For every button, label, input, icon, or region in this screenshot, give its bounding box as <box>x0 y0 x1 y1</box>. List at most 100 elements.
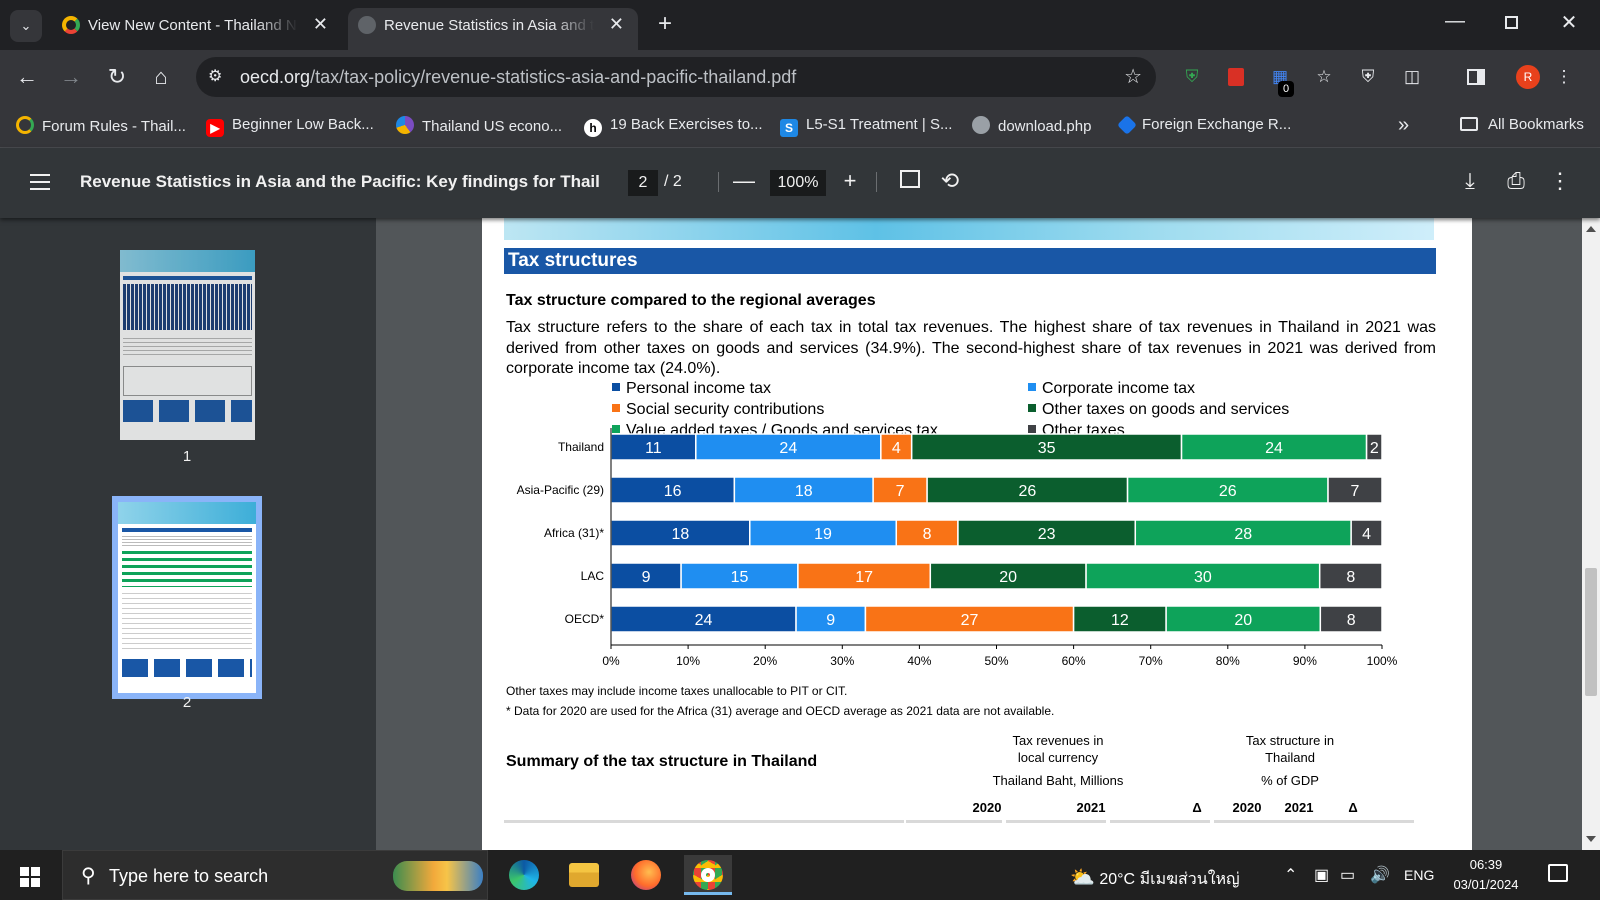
edge-app-icon[interactable] <box>500 855 548 895</box>
windows-start-icon[interactable] <box>20 867 40 887</box>
data-label: 9 <box>826 612 835 629</box>
notification-icon[interactable] <box>1548 864 1568 882</box>
data-label: 8 <box>1346 569 1355 586</box>
data-label: 7 <box>1351 483 1360 500</box>
data-label: 24 <box>779 440 797 457</box>
clock[interactable]: 06:39 03/01/2024 <box>1453 857 1519 892</box>
zoom-in-button[interactable]: + <box>843 168 857 193</box>
bar-segment <box>929 562 1087 590</box>
download-icon[interactable]: ⤓ <box>1465 168 1475 193</box>
side-panel-icon[interactable] <box>1464 65 1488 89</box>
chrome-app-icon[interactable] <box>684 855 732 895</box>
volume-icon[interactable]: 🔊 <box>1370 867 1390 884</box>
close-icon[interactable]: ✕ <box>312 14 328 34</box>
category-label: Thailand <box>558 440 604 454</box>
extensions-puzzle-icon[interactable]: ◫ <box>1403 67 1421 86</box>
shield-extension-icon[interactable]: ⛨ <box>1185 67 1199 86</box>
privacy-extension-icon[interactable]: ⛨ <box>1361 67 1375 86</box>
all-bookmarks-button[interactable]: All Bookmarks <box>1460 116 1584 133</box>
bookmark-star-icon[interactable]: ☆ <box>1124 66 1142 88</box>
language-indicator[interactable]: ENG <box>1404 867 1435 883</box>
page-thumbnail-2[interactable] <box>118 502 256 693</box>
search-highlight-icon[interactable] <box>393 861 483 891</box>
data-label: 11 <box>645 440 662 457</box>
star-extension-icon[interactable]: ☆ <box>1316 67 1332 86</box>
close-icon[interactable]: ✕ <box>608 14 624 34</box>
more-bookmarks-icon[interactable]: » <box>1398 114 1410 136</box>
new-tab-button[interactable]: + <box>657 10 672 37</box>
rotate-icon[interactable]: ⟲ <box>940 168 960 193</box>
zoom-input[interactable]: 100% <box>770 170 826 196</box>
legend-social-security: Social security contributions <box>612 401 824 419</box>
more-options-icon[interactable]: ⋮ <box>1549 168 1571 193</box>
file-explorer-icon[interactable] <box>560 855 608 895</box>
bar-segment <box>797 562 932 590</box>
tray-overflow-icon[interactable]: ⌃ <box>1284 867 1298 884</box>
meet-now-icon[interactable]: ▣ <box>1314 867 1330 884</box>
scrollbar-thumb[interactable] <box>1585 568 1597 696</box>
tax-structure-chart: Thailand 11 24 4 35 24 2 Asia-Pacific (29) 16 18 7… <box>517 428 1398 668</box>
pdf-toolbar: Revenue Statistics in Asia and the Pacif… <box>0 148 1600 218</box>
chevron-down-icon: ⌄ <box>20 18 32 33</box>
site-settings-icon[interactable]: ⚙ <box>208 68 223 85</box>
scroll-down-icon[interactable] <box>1586 836 1596 842</box>
category-label: Africa (31)* <box>544 526 604 540</box>
back-button[interactable]: ← <box>16 64 38 89</box>
restore-icon <box>1504 16 1518 29</box>
pdf-extension-icon[interactable] <box>1224 65 1248 89</box>
tab-view-new-content[interactable]: View New Content - Thailand N ✕ <box>52 8 342 50</box>
year-header: 2021 <box>1284 800 1314 815</box>
section-title: Tax structures <box>504 248 1436 274</box>
taskbar-search[interactable]: ⚲ Type here to search <box>62 850 488 900</box>
bookmark-item[interactable]: ▶ Beginner Low Back... <box>206 116 374 138</box>
forward-button[interactable]: → <box>60 64 82 89</box>
data-label: 20 <box>999 569 1017 586</box>
data-label: 26 <box>1219 483 1237 500</box>
tab-strip: ⌄ View New Content - Thailand N ✕ Revenu… <box>0 0 1600 50</box>
extension-badge-count: 0 <box>1278 81 1294 97</box>
bookmark-item[interactable]: Forum Rules - Thail... <box>16 116 186 138</box>
h-icon: h <box>584 119 602 137</box>
tab-revenue-statistics[interactable]: Revenue Statistics in Asia and th ✕ <box>348 8 638 50</box>
scroll-up-icon[interactable] <box>1586 226 1596 232</box>
data-label: 24 <box>695 612 713 629</box>
tab-search-button[interactable]: ⌄ <box>10 10 42 42</box>
vertical-scrollbar[interactable] <box>1582 218 1600 850</box>
data-label: 9 <box>642 569 651 586</box>
page-number-input[interactable]: 2 <box>628 170 658 196</box>
bookmark-item[interactable]: Foreign Exchange R... <box>1117 115 1291 138</box>
bookmark-item[interactable]: S L5-S1 Treatment | S... <box>780 116 952 138</box>
address-bar[interactable]: ⚙ oecd.org/tax/tax-policy/revenue-statis… <box>196 57 1156 97</box>
x-tick-label: 80% <box>1216 654 1240 668</box>
weather-widget[interactable]: ⛅ 20°C มีเมฆส่วนใหญ่ <box>1070 867 1240 889</box>
bookmark-item[interactable]: Thailand US econo... <box>396 116 562 138</box>
menu-icon[interactable] <box>30 174 50 190</box>
page-thumbnail-1[interactable] <box>120 250 255 440</box>
network-icon[interactable]: ▭ <box>1340 867 1356 884</box>
profile-avatar[interactable]: R <box>1516 65 1540 89</box>
url-text[interactable]: oecd.org/tax/tax-policy/revenue-statisti… <box>240 67 797 87</box>
restore-button[interactable] <box>1496 10 1526 35</box>
table-rule <box>906 820 1002 823</box>
bookmark-item[interactable]: download.php <box>972 116 1091 138</box>
close-window-button[interactable]: ✕ <box>1560 12 1578 34</box>
fit-page-icon[interactable] <box>896 168 924 194</box>
globe-icon <box>358 16 376 34</box>
bookmark-item[interactable]: h 19 Back Exercises to... <box>584 116 763 138</box>
firefox-app-icon[interactable] <box>622 855 670 895</box>
home-button[interactable]: ⌂ <box>154 64 168 89</box>
data-label: 2 <box>1370 440 1379 457</box>
divider <box>876 172 877 192</box>
print-icon[interactable]: ⎙ <box>1507 168 1525 193</box>
reload-button[interactable]: ↻ <box>107 64 127 89</box>
more-menu-icon[interactable]: ⋮ <box>1555 67 1573 86</box>
data-label: 20 <box>1234 612 1252 629</box>
year-header: 2020 <box>972 800 1002 815</box>
zoom-out-button[interactable]: — <box>733 168 755 193</box>
document-viewport[interactable]: Tax structures Tax structure compared to… <box>376 218 1582 850</box>
column-group-structure: Tax structure in Thailand % of GDP <box>1245 733 1335 788</box>
data-label: 15 <box>731 569 749 586</box>
delta-header: Δ <box>1348 800 1358 815</box>
minimize-button[interactable]: — <box>1445 10 1465 32</box>
bar-segment <box>1126 476 1329 504</box>
